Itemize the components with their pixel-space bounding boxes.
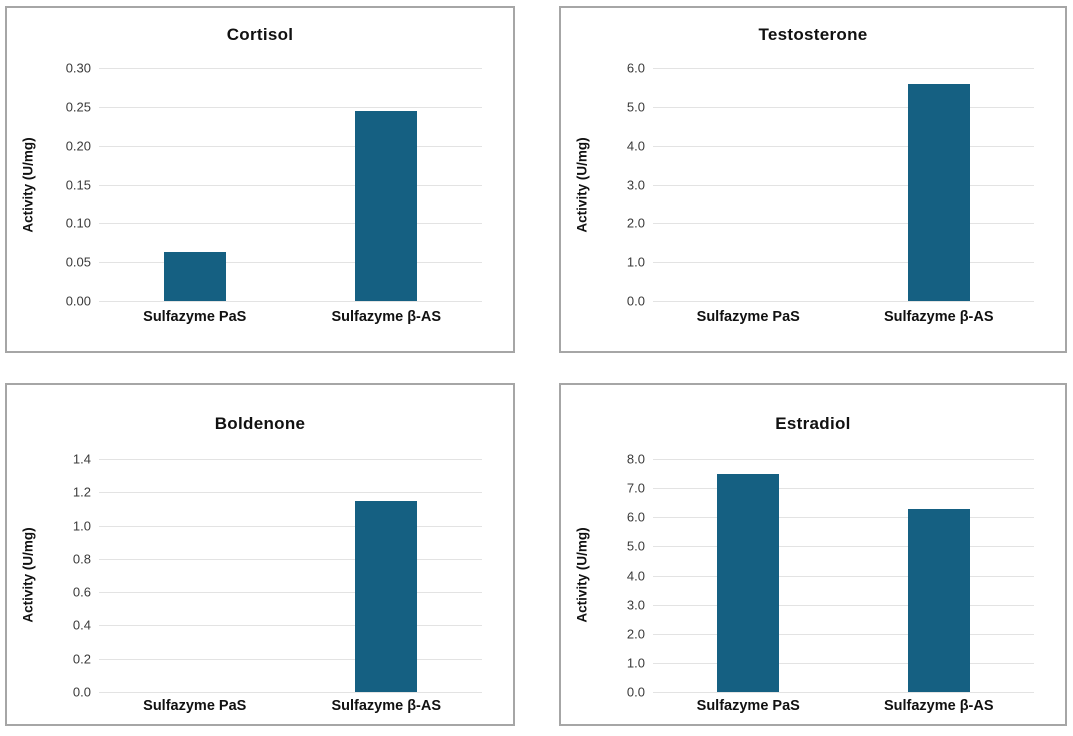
category-label-sulfazyme-pas: Sulfazyme PaS xyxy=(143,698,247,714)
y-tick-label: 2.0 xyxy=(626,626,645,642)
gridline xyxy=(653,488,1034,490)
plot-area xyxy=(653,459,1034,693)
y-tick-label: 0.00 xyxy=(65,293,91,309)
gridline xyxy=(653,301,1034,302)
gridline xyxy=(653,223,1034,225)
gridline xyxy=(653,262,1034,264)
gridline xyxy=(653,546,1034,548)
y-tick-label: 6.0 xyxy=(626,60,645,76)
gridline xyxy=(653,459,1034,460)
y-tick-label: 1.2 xyxy=(72,484,91,500)
y-tick-label: 1.0 xyxy=(72,518,91,534)
y-tick-label: 1.0 xyxy=(626,254,645,270)
gridline xyxy=(99,106,482,108)
y-axis-tick-labels: 0.00 0.05 0.10 0.15 0.20 0.25 0.30 xyxy=(7,61,91,309)
y-tick-label: 0.30 xyxy=(65,60,91,76)
y-tick-label: 8.0 xyxy=(626,451,645,467)
chart-panel-boldenone: Boldenone Activity (U/mg) 0.0 0.2 0.4 0.6 0.… xyxy=(5,383,515,726)
y-tick-label: 0.0 xyxy=(72,684,91,700)
bar-sulfazyme-beta-as xyxy=(355,500,418,692)
category-label-sulfazyme-pas: Sulfazyme PaS xyxy=(143,309,247,325)
gridline xyxy=(99,262,482,264)
gridline xyxy=(99,301,482,302)
gridline xyxy=(99,459,482,460)
x-axis-category-labels: Sulfazyme PaS Sulfazyme β-AS xyxy=(99,698,482,720)
chart-title: Testosterone xyxy=(758,25,868,44)
category-label-sulfazyme-pas: Sulfazyme PaS xyxy=(696,698,800,714)
gridline xyxy=(99,145,482,147)
bar-sulfazyme-beta-as xyxy=(355,110,418,301)
y-tick-label: 5.0 xyxy=(626,99,645,115)
y-tick-label: 0.0 xyxy=(626,684,645,700)
plot-area xyxy=(99,68,482,302)
y-tick-label: 3.0 xyxy=(626,597,645,613)
gridline xyxy=(653,604,1034,606)
gridline xyxy=(653,692,1034,693)
plot-area xyxy=(653,68,1034,302)
gridline xyxy=(99,692,482,693)
y-tick-label: 1.4 xyxy=(72,451,91,467)
y-tick-label: 0.8 xyxy=(72,551,91,567)
gridline xyxy=(653,106,1034,108)
gridline xyxy=(99,492,482,494)
y-tick-label: 0.25 xyxy=(65,99,91,115)
y-tick-label: 0.15 xyxy=(65,177,91,192)
gridline xyxy=(99,592,482,594)
y-tick-label: 2.0 xyxy=(626,215,645,231)
y-axis-tick-labels: 0.0 1.0 2.0 3.0 4.0 5.0 6.0 7.0 8.0 xyxy=(561,452,645,700)
y-tick-label: 1.0 xyxy=(626,655,645,671)
chart-panel-estradiol: Estradiol Activity (U/mg) 0.0 1.0 2.0 3.0 4.… xyxy=(559,383,1067,726)
gridline xyxy=(653,633,1034,635)
gridline xyxy=(99,658,482,660)
bar-sulfazyme-pas xyxy=(717,473,780,692)
x-axis-category-labels: Sulfazyme PaS Sulfazyme β-AS xyxy=(99,309,482,331)
y-tick-label: 4.0 xyxy=(626,138,645,154)
category-label-sulfazyme-beta-as: Sulfazyme β-AS xyxy=(883,309,994,325)
gridline xyxy=(653,184,1034,186)
category-label-sulfazyme-pas: Sulfazyme PaS xyxy=(696,309,800,325)
y-tick-label: 0.2 xyxy=(72,651,91,667)
gridline xyxy=(99,184,482,186)
chart-panel-testosterone: Testosterone Activity (U/mg) 0.0 1.0 2.0 3.… xyxy=(559,6,1067,353)
y-tick-label: 0.10 xyxy=(65,215,91,231)
chart-panel-cortisol: Cortisol Activity (U/mg) 0.00 0.05 0.10 0.1… xyxy=(5,6,515,353)
gridline xyxy=(99,558,482,560)
y-tick-label: 0.20 xyxy=(65,138,91,154)
y-tick-label: 5.0 xyxy=(626,538,645,554)
chart-title: Estradiol xyxy=(775,414,851,433)
y-axis-tick-labels: 0.0 1.0 2.0 3.0 4.0 5.0 6.0 xyxy=(561,61,645,309)
bar-sulfazyme-pas xyxy=(163,252,226,301)
y-tick-label: 0.4 xyxy=(72,617,91,633)
gridline xyxy=(99,68,482,69)
y-axis-tick-labels: 0.0 0.2 0.4 0.6 0.8 1.0 1.2 1.4 xyxy=(7,452,91,700)
plot-area xyxy=(99,459,482,693)
y-tick-label: 0.6 xyxy=(72,584,91,600)
y-tick-label: 0.0 xyxy=(626,293,645,309)
gridline xyxy=(653,68,1034,69)
x-axis-category-labels: Sulfazyme PaS Sulfazyme β-AS xyxy=(653,309,1034,331)
category-label-sulfazyme-beta-as: Sulfazyme β-AS xyxy=(331,309,442,325)
y-tick-label: 0.05 xyxy=(65,254,91,270)
gridline xyxy=(99,625,482,627)
gridline xyxy=(653,575,1034,577)
gridline xyxy=(99,223,482,225)
gridline xyxy=(653,662,1034,664)
y-tick-label: 4.0 xyxy=(626,568,645,583)
bar-sulfazyme-beta-as xyxy=(907,83,970,301)
y-tick-label: 7.0 xyxy=(626,480,645,496)
gridline xyxy=(99,525,482,527)
bar-sulfazyme-beta-as xyxy=(907,508,970,692)
chart-title: Cortisol xyxy=(226,25,294,44)
chart-title: Boldenone xyxy=(214,414,306,433)
gridline xyxy=(653,145,1034,147)
gridline xyxy=(653,517,1034,519)
y-tick-label: 3.0 xyxy=(626,177,645,192)
category-label-sulfazyme-beta-as: Sulfazyme β-AS xyxy=(331,698,442,714)
category-label-sulfazyme-beta-as: Sulfazyme β-AS xyxy=(883,698,994,714)
x-axis-category-labels: Sulfazyme PaS Sulfazyme β-AS xyxy=(653,698,1034,720)
y-tick-label: 6.0 xyxy=(626,509,645,525)
